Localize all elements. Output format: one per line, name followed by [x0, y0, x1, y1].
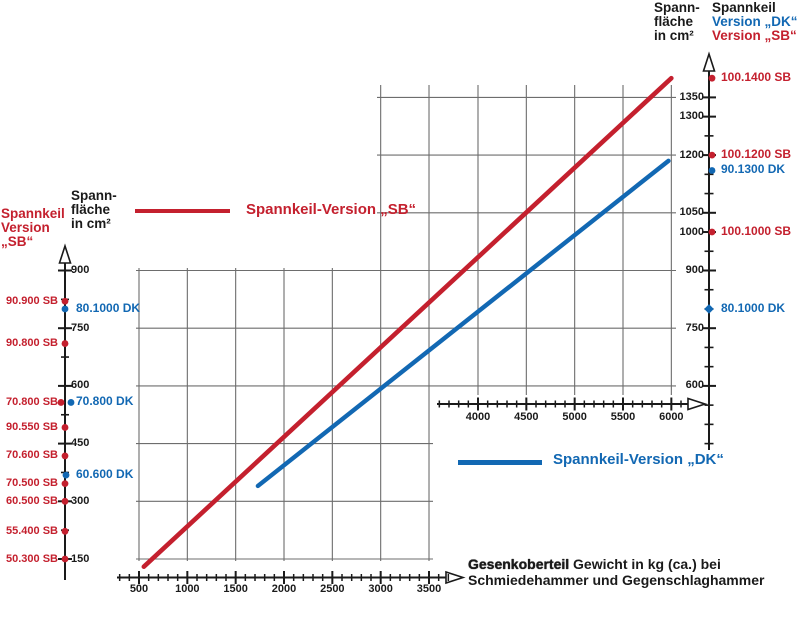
right-axis-tick-label: 1200	[679, 148, 704, 161]
left-axis-title-line: Spann-	[71, 188, 117, 203]
bottom-axis-tick-label: 1000	[175, 582, 200, 595]
spannkeil-versions-header: Spannkeil Version „DK“ Version „SB“	[712, 1, 798, 42]
dk-left-marker-dot	[62, 471, 70, 479]
left-axis-tick-label: 600	[71, 379, 90, 392]
right-axis-tick-label: 900	[685, 263, 704, 276]
dk-right-marker-label: 80.1000 DK	[721, 300, 786, 315]
left-axis-tick-label: 150	[71, 552, 90, 565]
sb-left-marker-label: 60.500 SB	[6, 494, 58, 507]
left-axis-tick-label: 300	[71, 494, 90, 507]
x-axis-title: Gesenkoberteil Gewicht in kg (ca.) bei S…	[468, 556, 765, 588]
right-axis-tick-label: 600	[685, 379, 704, 392]
sb-left-marker-dot	[57, 399, 65, 406]
right-axis-tick-label: 1050	[679, 206, 704, 219]
x-axis-title-rest: Gewicht in kg (ca.) bei	[569, 556, 721, 572]
sb-right-marker-label: 100.1400 SB	[721, 70, 792, 85]
upper-axis-tick-label: 5000	[562, 411, 587, 423]
dk-series-line	[255, 158, 671, 489]
sb-left-marker-dot	[61, 340, 69, 347]
upper-axis-arrow-icon	[687, 397, 708, 411]
sb-left-marker-label: 90.550 SB	[6, 420, 58, 433]
dk-left-marker-dot	[67, 399, 75, 406]
sb-left-marker-dot	[61, 480, 69, 488]
sb-left-marker-label: 70.600 SB	[6, 449, 58, 462]
x-axis-title-line1: Gesenkoberteil Gewicht in kg (ca.) bei	[468, 556, 764, 573]
left-axis-arrow-icon	[58, 243, 72, 264]
bottom-axis-tick-label: 3000	[368, 582, 393, 595]
right-axis-tick-label: 1300	[679, 110, 704, 123]
left-axis-title: Spann- fläche in cm²	[71, 189, 117, 230]
sb-legend-line	[135, 209, 230, 213]
upper-axis-tick-label: 4500	[514, 411, 539, 423]
spannkeil-header-title: Spannkeil	[712, 0, 776, 15]
bottom-axis-tick-label: 2000	[271, 582, 297, 595]
left-sb-header-line: „SB“	[1, 233, 34, 249]
bottom-axis-arrow-icon	[445, 570, 466, 585]
right-axis-tick-label: 1000	[679, 225, 704, 238]
version-dk-header: Version „DK“	[712, 13, 798, 29]
sb-left-marker-label: 55.400 SB	[6, 524, 58, 537]
sb-left-marker-dot	[61, 555, 69, 563]
sb-right-marker-dot	[708, 151, 716, 159]
sb-right-marker-dot	[708, 74, 716, 82]
dk-left-marker-label: 70.800 DK	[76, 394, 134, 409]
bottom-axis-tick-label: 500	[129, 582, 149, 595]
version-sb-header: Version „SB“	[712, 27, 797, 43]
right-axis-title-line: Spann-	[654, 0, 700, 15]
sb-right-marker-dot	[708, 228, 716, 236]
sb-left-marker-dot	[61, 527, 69, 535]
upper-axis-tick-label: 5500	[610, 411, 636, 423]
sb-right-marker-label: 100.1000 SB	[721, 224, 792, 239]
left-axis-tick-label: 750	[71, 321, 90, 334]
left-sb-header-line: Version	[1, 219, 50, 235]
left-sb-header: Spannkeil Version „SB“	[1, 207, 65, 248]
dk-left-marker-label: 60.600 DK	[76, 467, 134, 482]
sb-series-line	[141, 75, 674, 569]
sb-left-marker-label: 90.900 SB	[6, 294, 58, 307]
left-axis-title-line: fläche	[71, 201, 111, 217]
dk-left-marker-dot	[61, 305, 69, 313]
sb-right-marker-label: 100.1200 SB	[721, 147, 792, 162]
dk-legend-label: Spannkeil-Version „DK“	[553, 451, 724, 468]
sb-left-marker-label: 90.800 SB	[6, 337, 58, 350]
dk-right-marker-diamond	[704, 304, 714, 314]
dk-right-marker-label: 90.1300 DK	[721, 162, 786, 177]
dk-right-marker-dot	[708, 167, 716, 174]
sb-left-marker-label: 70.800 SB	[6, 395, 58, 408]
right-axis-title-line: fläche	[654, 13, 694, 29]
bottom-axis-tick-label: 1500	[223, 582, 248, 595]
bottom-axis-tick-label: 3500	[416, 582, 442, 595]
sb-left-marker-label: 50.300 SB	[6, 552, 58, 565]
sb-left-marker-dot	[61, 452, 69, 460]
left-axis-tick-label: 900	[71, 263, 90, 276]
left-sb-header-line: Spannkeil	[1, 206, 65, 221]
sb-left-marker-label: 70.500 SB	[6, 477, 58, 490]
left-axis-title-line: in cm²	[71, 215, 111, 231]
right-axis-arrow-icon	[702, 51, 716, 72]
upper-axis-tick-label: 6000	[659, 411, 684, 423]
right-axis-tick-label: 750	[685, 321, 704, 334]
sb-legend-label: Spannkeil-Version „SB“	[246, 201, 417, 218]
bottom-axis-tick-label: 2500	[320, 582, 345, 595]
right-axis-title-line: in cm²	[654, 27, 694, 43]
dk-legend-line	[458, 460, 542, 465]
x-axis-title-bold: Gesenkoberteil	[468, 556, 570, 572]
sb-left-marker-dot	[61, 497, 69, 505]
right-axis-title: Spann- fläche in cm²	[654, 1, 700, 42]
sb-left-marker-dot	[61, 297, 69, 305]
left-axis-tick-label: 450	[71, 437, 90, 450]
x-axis-title-line2: Schmiedehammer und Gegenschlaghammer	[468, 571, 765, 588]
right-axis-tick-label: 1350	[679, 90, 704, 103]
sb-left-marker-dot	[61, 424, 69, 431]
dk-left-marker-label: 80.1000 DK	[76, 300, 141, 315]
upper-axis-tick-label: 4000	[465, 411, 491, 423]
